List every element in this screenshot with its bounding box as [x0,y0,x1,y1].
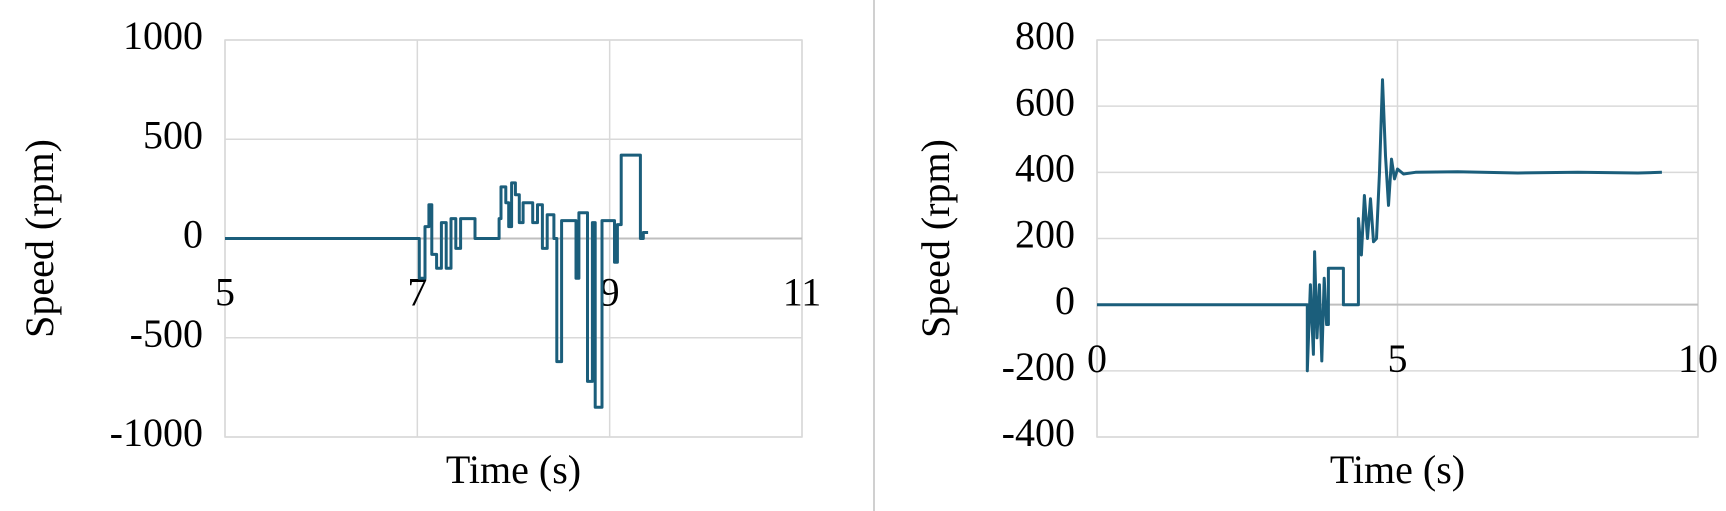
x-tick-label: 5 [1388,336,1408,381]
y-tick-label: -500 [130,311,203,356]
y-tick-label: 1000 [123,13,203,58]
y-tick-label: -400 [1002,410,1075,455]
x-tick-label: 5 [215,270,235,315]
y-tick-label: 0 [183,212,203,257]
x-tick-label: 7 [407,270,427,315]
y-tick-label: 400 [1015,146,1075,191]
y-tick-label: 800 [1015,13,1075,58]
speed-line [225,153,649,409]
y-tick-label: 0 [1055,278,1075,323]
y-tick-label: -200 [1002,344,1075,389]
y-axis-title: Speed (rpm) [17,139,62,338]
y-axis-title: Speed (rpm) [913,139,958,338]
y-tick-label: -1000 [110,410,203,455]
x-tick-label: 10 [1678,336,1718,381]
y-tick-label: 600 [1015,79,1075,124]
x-axis-title: Time (s) [446,447,581,492]
x-axis-title: Time (s) [1330,447,1465,492]
y-tick-label: 200 [1015,212,1075,257]
y-tick-label: 500 [143,112,203,157]
speed-line [1097,78,1662,373]
x-tick-label: 0 [1087,336,1107,381]
x-tick-label: 9 [600,270,620,315]
x-tick-label: 11 [783,270,822,315]
